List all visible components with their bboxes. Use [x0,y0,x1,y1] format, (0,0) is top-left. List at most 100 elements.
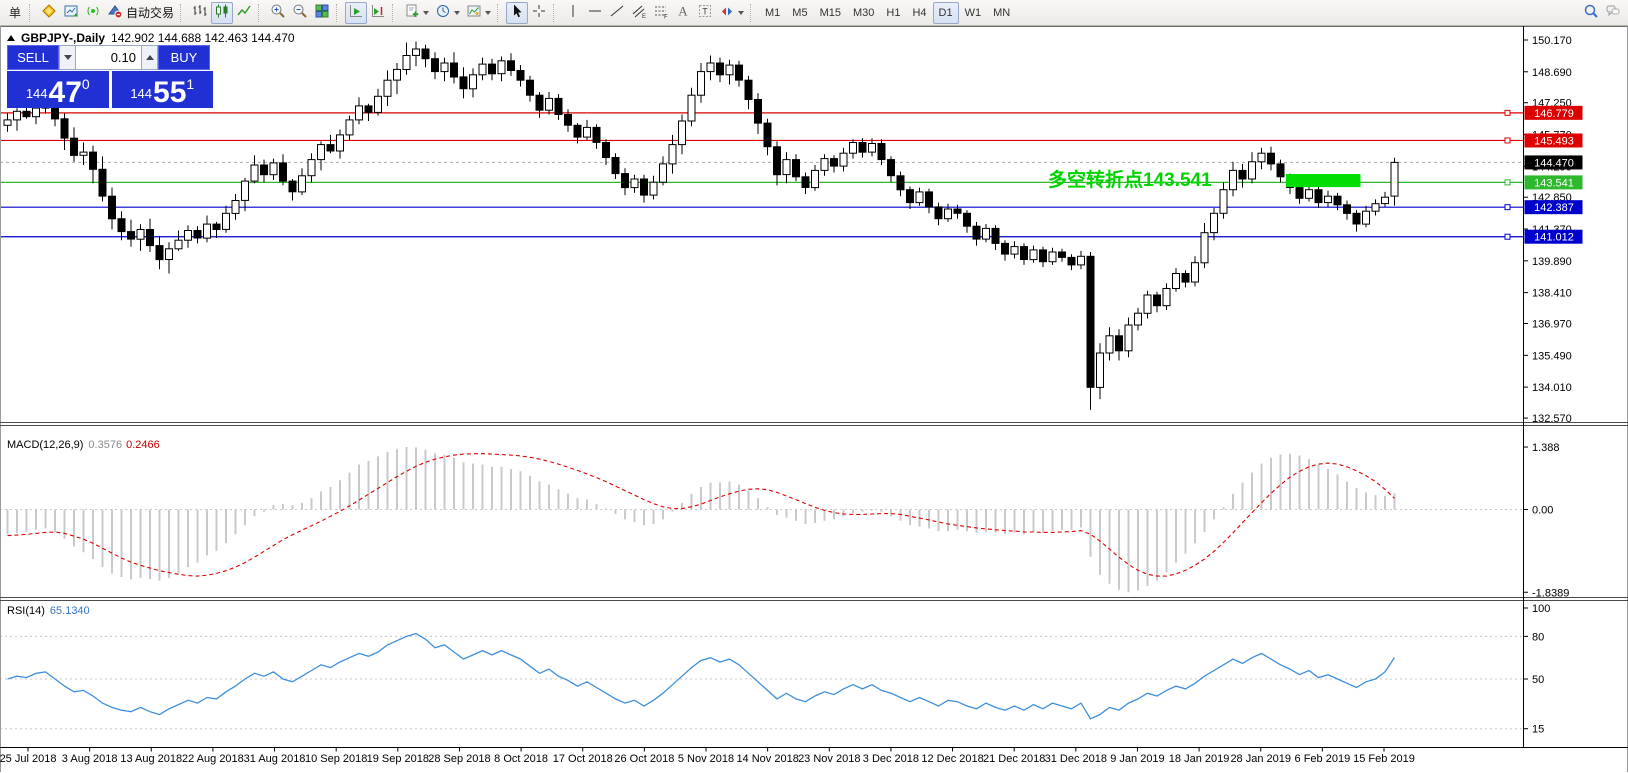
cursor-icon [509,3,525,22]
timeframe-H1[interactable]: H1 [880,2,906,24]
svg-text:E: E [642,14,646,19]
template-chart-icon [466,3,482,22]
horizontal-line-icon [587,3,603,22]
timeframe-M1[interactable]: M1 [759,2,786,24]
symbol-period-label: GBPJPY-,Daily [21,31,106,45]
tile-windows-button[interactable] [311,2,333,24]
svg-text:139.890: 139.890 [1532,256,1572,268]
buy-button[interactable]: BUY [158,45,210,70]
volume-decrease-button[interactable] [59,45,76,70]
date-label: 28 Sep 2018 [428,753,490,765]
toolbar-separator [497,3,502,22]
timeframe-M30[interactable]: M30 [847,2,880,24]
macd-indicator-label: MACD(12,26,9) 0.3576 0.2466 [7,439,160,451]
trendline-button[interactable] [606,2,628,24]
zoom-out-button[interactable] [289,2,311,24]
svg-text:15: 15 [1532,724,1544,736]
chart-shift-button[interactable] [367,2,389,24]
line-chart-icon [236,3,252,22]
price-tag [1524,200,1583,215]
arrows-button[interactable] [716,2,747,24]
equidistant-channel-button[interactable]: E [628,2,650,24]
line-handle[interactable] [1504,109,1511,116]
price-tag-text: 141.012 [1534,232,1574,244]
templates-button[interactable] [463,2,494,24]
community-icon [1605,3,1621,22]
svg-text:132.570: 132.570 [1532,413,1572,425]
date-label: 5 Nov 2018 [678,753,734,765]
toolbar-separator [336,3,341,22]
line-handle[interactable] [1504,233,1511,240]
signals-icon[interactable] [82,2,104,24]
price-tag-text: 142.387 [1534,202,1574,214]
timeframe-M15[interactable]: M15 [814,2,847,24]
vertical-line-button[interactable] [562,2,584,24]
candlestick-chart-icon [214,3,230,22]
line-handle[interactable] [1504,204,1511,211]
community-button[interactable] [1602,2,1624,24]
price-tag-text: 143.541 [1534,177,1574,189]
timeframe-MN[interactable]: MN [987,2,1016,24]
periods-button[interactable] [432,2,463,24]
svg-text:134.010: 134.010 [1532,382,1572,394]
date-label: 15 Feb 2019 [1353,753,1415,765]
timeframe-H4[interactable]: H4 [906,2,932,24]
new-chart-icon [404,3,420,22]
channel-icon: E [631,3,647,22]
price-tag [1524,133,1583,148]
buy-price-box[interactable]: 144 55 1 [111,71,213,108]
collapse-icon[interactable] [7,35,15,41]
timeframe-M5[interactable]: M5 [786,2,813,24]
date-label: 23 Nov 2018 [798,753,860,765]
svg-text:135.490: 135.490 [1532,350,1572,362]
volume-increase-button[interactable] [141,45,158,70]
chart-plot[interactable]: 多空转折点143.541150.170148.690147.250145.770… [0,26,1628,773]
timeframe-W1[interactable]: W1 [959,2,988,24]
line-handle[interactable] [1504,137,1511,144]
crosshair-button[interactable] [528,2,550,24]
fibonacci-button[interactable]: F [650,2,672,24]
svg-text:50: 50 [1532,674,1544,686]
zoom-in-icon [270,3,286,22]
line-handle[interactable] [1504,179,1511,186]
date-label: 12 Dec 2018 [921,753,983,765]
market-icon[interactable] [38,2,60,24]
macd-name: MACD(12,26,9) [7,439,84,451]
date-label: 10 Sep 2018 [305,753,367,765]
bar-chart-icon [192,3,208,22]
publish-chart-icon[interactable] [60,2,82,24]
cursor-button[interactable] [506,1,529,24]
new-chart-button[interactable] [401,2,432,24]
autotrading-button[interactable]: 自动交易 [104,2,177,24]
sell-button[interactable]: SELL [7,45,59,70]
horizontal-line-button[interactable] [584,2,606,24]
svg-text:80: 80 [1532,631,1544,643]
candlestick-chart-button[interactable] [211,1,234,24]
new-order-button[interactable]: 单 [4,2,26,24]
pivot-annotation[interactable]: 多空转折点143.541 [1048,168,1212,191]
timeframe-D1[interactable]: D1 [932,1,959,24]
chevron-down-icon [423,10,430,15]
date-label: 31 Dec 2018 [1045,753,1107,765]
sell-price-box[interactable]: 144 47 0 [7,71,109,108]
date-label: 3 Dec 2018 [863,753,919,765]
price-tag [1524,155,1583,170]
one-click-trading-panel: SELL BUY 144 47 0 144 55 1 [7,45,213,108]
toolbar-separator [750,3,755,22]
main-toolbar: 单 自动交易 E F A T M1 M5 M15 M30 H1 H4 D1 W1 MN [0,0,1628,26]
line-chart-button[interactable] [233,2,255,24]
rsi-value: 65.1340 [49,605,90,617]
volume-input[interactable] [76,45,141,70]
macd-main-value: 0.3576 [88,439,123,451]
date-label: 13 Aug 2018 [120,753,182,765]
bar-chart-button[interactable] [189,2,211,24]
sell-price-int: 144 [25,86,48,101]
price-tag [1524,229,1583,244]
svg-text:F: F [664,15,668,20]
search-button[interactable] [1580,2,1602,24]
text-label-button[interactable]: T [694,2,716,24]
zoom-in-button[interactable] [267,2,289,24]
text-button[interactable]: A [672,2,694,24]
auto-scroll-button[interactable] [345,1,368,24]
pivot-highlight-rect[interactable] [1286,174,1361,188]
